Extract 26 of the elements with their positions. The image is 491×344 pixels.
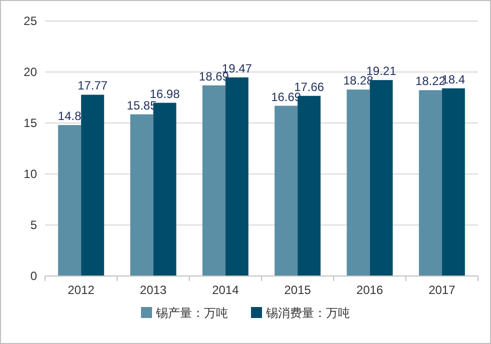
bar xyxy=(274,106,298,276)
bar xyxy=(202,85,226,276)
y-tick-label: 5 xyxy=(30,218,38,232)
y-tick-label: 10 xyxy=(24,167,38,181)
bar xyxy=(58,125,82,276)
data-label: 17.77 xyxy=(78,78,108,93)
legend-label: 锡消费量：万吨 xyxy=(265,306,350,320)
x-tick-label: 2013 xyxy=(140,283,167,297)
x-tick-label: 2014 xyxy=(212,283,240,297)
x-tick-label: 2017 xyxy=(428,283,456,297)
bar xyxy=(346,90,370,276)
y-tick-label: 20 xyxy=(24,65,38,79)
bar xyxy=(418,90,442,276)
bar xyxy=(130,114,154,276)
y-tick-label: 15 xyxy=(24,116,38,130)
y-tick-label: 0 xyxy=(30,269,38,283)
x-tick-label: 2016 xyxy=(356,283,384,297)
x-tick-label: 2012 xyxy=(68,283,95,297)
data-label: 16.98 xyxy=(150,86,180,101)
bar xyxy=(442,88,465,276)
data-label: 14.8 xyxy=(58,109,82,124)
legend-label: 锡产量：万吨 xyxy=(155,306,228,320)
y-tick-label: 25 xyxy=(24,14,38,28)
bar xyxy=(81,94,104,276)
x-tick-label: 2015 xyxy=(284,283,312,297)
data-label: 17.66 xyxy=(294,80,324,94)
